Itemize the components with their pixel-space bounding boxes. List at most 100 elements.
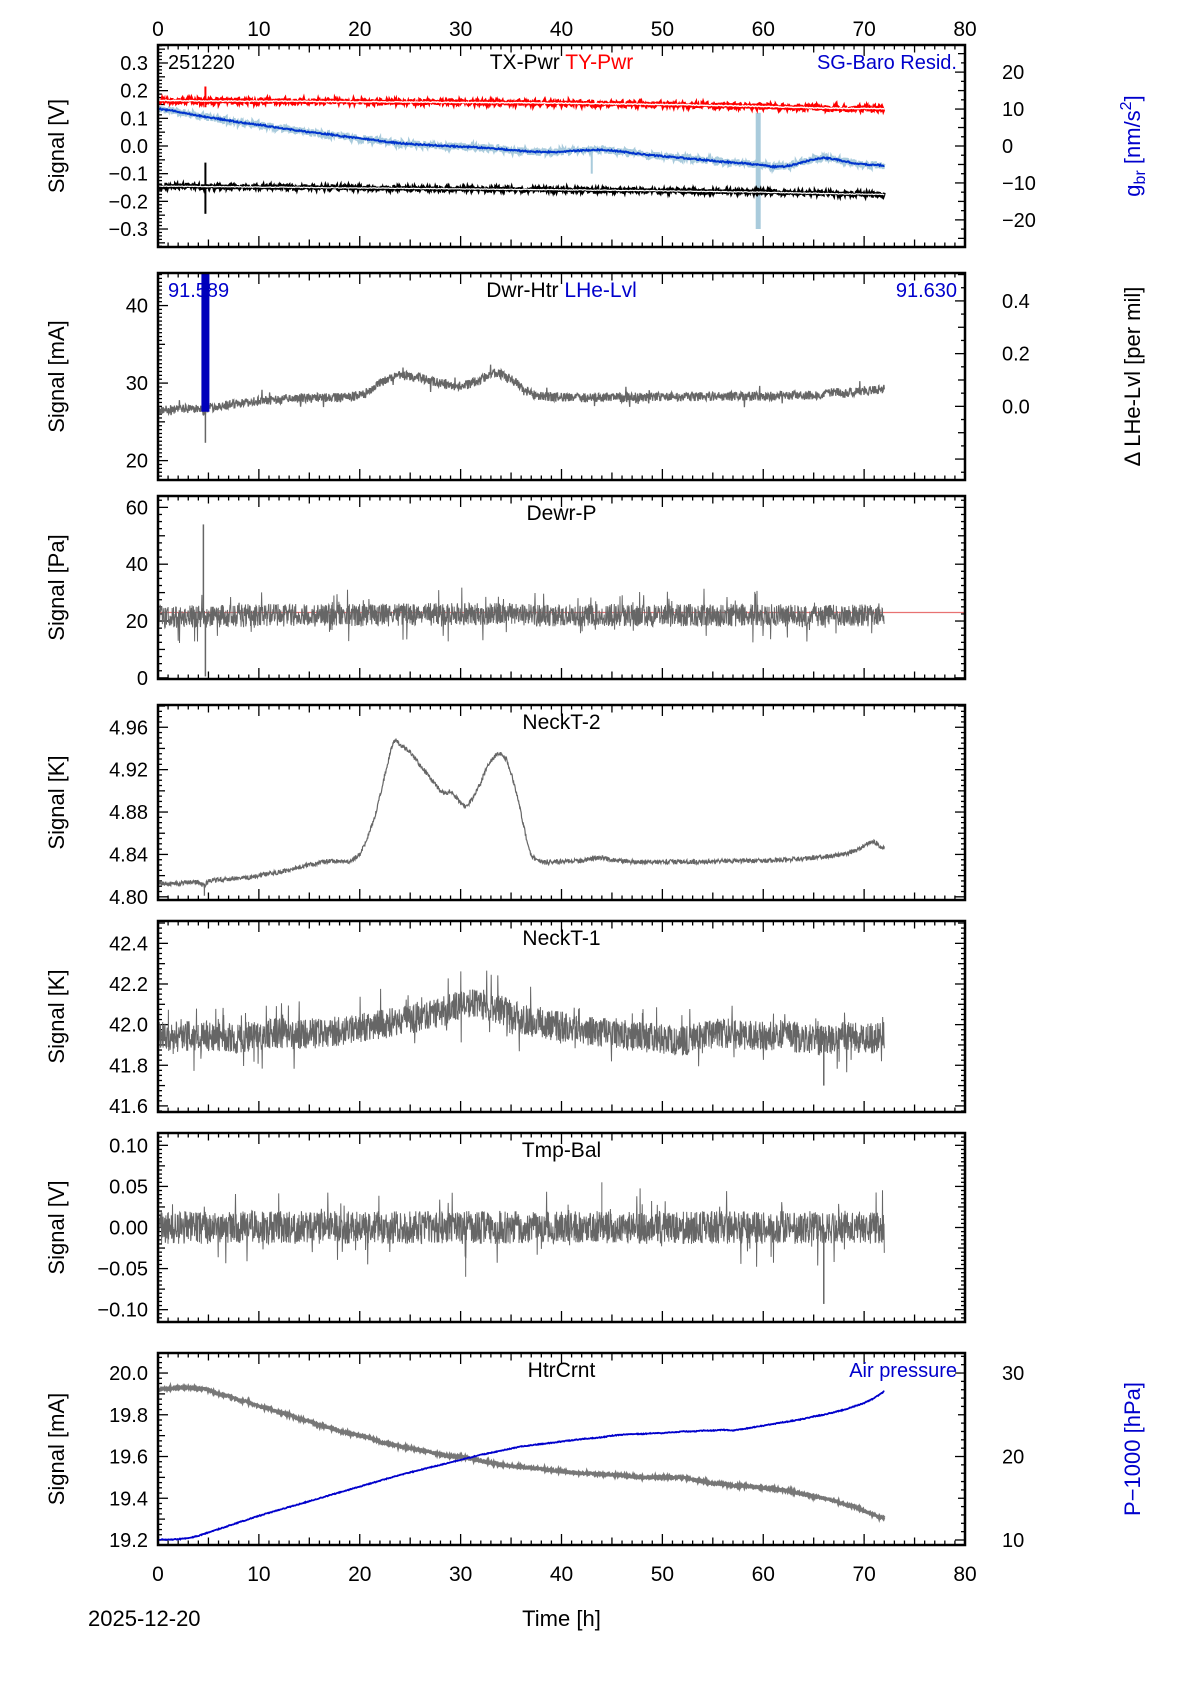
x-tick-label-bottom: 40: [550, 1563, 573, 1586]
y-tick-label: −0.1: [109, 164, 148, 186]
x-tick-label-top: 30: [449, 18, 472, 41]
panel-neckt-1: 42.4 42.2 42.0 41.8 41.6 Signal [K] NeckT-1: [44, 919, 967, 1118]
y-tick-label: 60: [126, 497, 148, 519]
right-axis-label-dwr-htr: Δ LHe-Lvl [per mil]: [1120, 287, 1145, 467]
y-axis-label-htrcrnt: Signal [mA]: [44, 1393, 69, 1506]
series-ty-pwr-raw: [159, 93, 886, 116]
corner-label-right: Air pressure: [849, 1360, 957, 1382]
right-tick-label: 20: [1002, 1447, 1024, 1469]
y-tick-label: 42.4: [109, 933, 148, 955]
series-neckt-1: [159, 970, 885, 1073]
y-tick-label: 4.96: [109, 717, 148, 739]
y-tick-label: 19.2: [109, 1530, 148, 1552]
y-tick-label: 0.2: [120, 81, 148, 103]
y-tick-label: 0.05: [109, 1176, 148, 1198]
y-tick-label: 30: [126, 373, 148, 395]
y-tick-label: 20: [126, 611, 148, 633]
y-axis-label-tx-pwr: Signal [V]: [44, 99, 69, 193]
series-sg-baro-smooth: [159, 107, 885, 169]
y-tick-label: 20.0: [109, 1363, 148, 1385]
x-tick-label-bottom: 70: [852, 1563, 875, 1586]
right-tick-label: −20: [1002, 210, 1036, 232]
y-tick-label: 0: [137, 668, 148, 690]
x-tick-label-bottom: 20: [348, 1563, 371, 1586]
x-tick-label-top: 70: [852, 18, 875, 41]
x-tick-label-top: 0: [152, 18, 164, 41]
y-tick-label: 40: [126, 296, 148, 318]
y-tick-label: 4.80: [109, 887, 148, 909]
series-group-neckt-1: [159, 970, 885, 1086]
right-tick-label: 20: [1002, 62, 1024, 84]
y-tick-label: 19.4: [109, 1488, 148, 1510]
series-group-dewr-p: [159, 524, 964, 677]
y-tick-label: 4.92: [109, 760, 148, 782]
series-air-pressure: [159, 1390, 885, 1541]
panel-frame-tx-pwr: [156, 43, 967, 249]
series-tmp-bal: [159, 1188, 885, 1267]
y-tick-label: 0.3: [120, 53, 148, 75]
panel-tmp-bal: 0.10 0.05 0.00 −0.05 −0.10 Signal [V] Tmp-Bal: [44, 1131, 967, 1324]
x-tick-label-bottom: 0: [152, 1563, 164, 1586]
series-group-tmp-bal: [159, 1182, 885, 1304]
y-tick-label: 4.88: [109, 802, 148, 824]
series-neckt-2: [159, 738, 885, 889]
y-axis-label-neckt-2: Signal [K]: [44, 755, 69, 849]
x-tick-label-bottom: 80: [953, 1563, 976, 1586]
panel-title-dewr-p: Dewr-P: [526, 502, 596, 525]
corner-label-left: 251220: [168, 52, 235, 74]
panel-dwr-htr: 40 30 20 0.4 0.2 0.0 Δ LHe-Lvl [per mil] Signal…: [44, 271, 1145, 482]
x-tick-label-bottom: 50: [651, 1563, 674, 1586]
y-tick-label: 0.10: [109, 1135, 148, 1157]
series-htrcrnt: [159, 1381, 886, 1524]
y-tick-label: 19.8: [109, 1405, 148, 1427]
y-tick-label: 4.84: [109, 844, 148, 866]
panel-htrcrnt: 20.0 19.8 19.6 19.4 19.2 30 20 10 P−1000 [hPa] Si…: [44, 1351, 1145, 1552]
x-tick-label-bottom: 30: [449, 1563, 472, 1586]
panel-title-tmp-bal: Tmp-Bal: [522, 1139, 601, 1162]
series-tx-pwr-raw: [159, 179, 886, 202]
y-tick-label: −0.05: [97, 1259, 148, 1281]
y-axis-label-dwr-htr: Signal [mA]: [44, 320, 69, 433]
y-tick-label: 41.8: [109, 1055, 148, 1077]
date-label: 2025-12-20: [88, 1606, 201, 1631]
y-tick-label: 42.2: [109, 974, 148, 996]
y-axis-label-neckt-1: Signal [K]: [44, 969, 69, 1063]
x-tick-label-top: 10: [247, 18, 270, 41]
y-tick-label: 0.00: [109, 1218, 148, 1240]
right-tick-label: 10: [1002, 1530, 1024, 1552]
series-group-htrcrnt: [159, 1381, 886, 1541]
x-tick-label-top: 50: [651, 18, 674, 41]
right-tick-label: 10: [1002, 99, 1024, 121]
series-group-tx-pwr: [159, 86, 886, 230]
panel-frame-tmp-bal: [156, 1131, 967, 1324]
y-axis-label-tmp-bal: Signal [V]: [44, 1180, 69, 1274]
y-tick-label: −0.3: [109, 219, 148, 241]
panel-title-neckt-1: NeckT-1: [522, 927, 600, 950]
x-tick-label-top: 20: [348, 18, 371, 41]
x-tick-label-top: 60: [752, 18, 775, 41]
x-tick-label-top: 80: [953, 18, 976, 41]
series-dewr-p: [159, 587, 885, 644]
y-tick-label: −0.2: [109, 191, 148, 213]
right-tick-label: 0: [1002, 136, 1013, 158]
corner-label-right: 91.630: [896, 280, 957, 302]
x-tick-label-bottom: 60: [752, 1563, 775, 1586]
panel-tx-pwr: 0.3 0.2 0.1 0.0 −0.1 −0.2 −0.3 20 10 0 −10 −20 gbr […: [44, 43, 1149, 249]
panel-title-neckt-2: NeckT-2: [522, 711, 600, 734]
series-sg-baro-raw: [159, 105, 886, 175]
x-tick-label-top: 40: [550, 18, 573, 41]
panel-title-tx-pwr: TX-Pwr TY-Pwr: [490, 51, 634, 74]
series-group-neckt-2: [159, 738, 885, 896]
panel-frame-neckt-1: [156, 919, 967, 1114]
panel-title-dwr-htr: Dwr-Htr LHe-Lvl: [486, 279, 637, 302]
y-tick-label: 20: [126, 451, 148, 473]
right-axis-label-tx-pwr: gbr [nm/s2]: [1118, 95, 1149, 196]
right-tick-label: 0.0: [1002, 396, 1030, 418]
right-tick-label: −10: [1002, 173, 1036, 195]
panel-frame-htrcrnt: [156, 1351, 967, 1547]
y-tick-label: 0.1: [120, 108, 148, 130]
panel-dewr-p: 60 40 20 0 Signal [Pa] Dewr-P: [44, 494, 967, 690]
y-tick-label: −0.10: [97, 1300, 148, 1322]
panel-frame-dwr-htr: [156, 271, 967, 482]
